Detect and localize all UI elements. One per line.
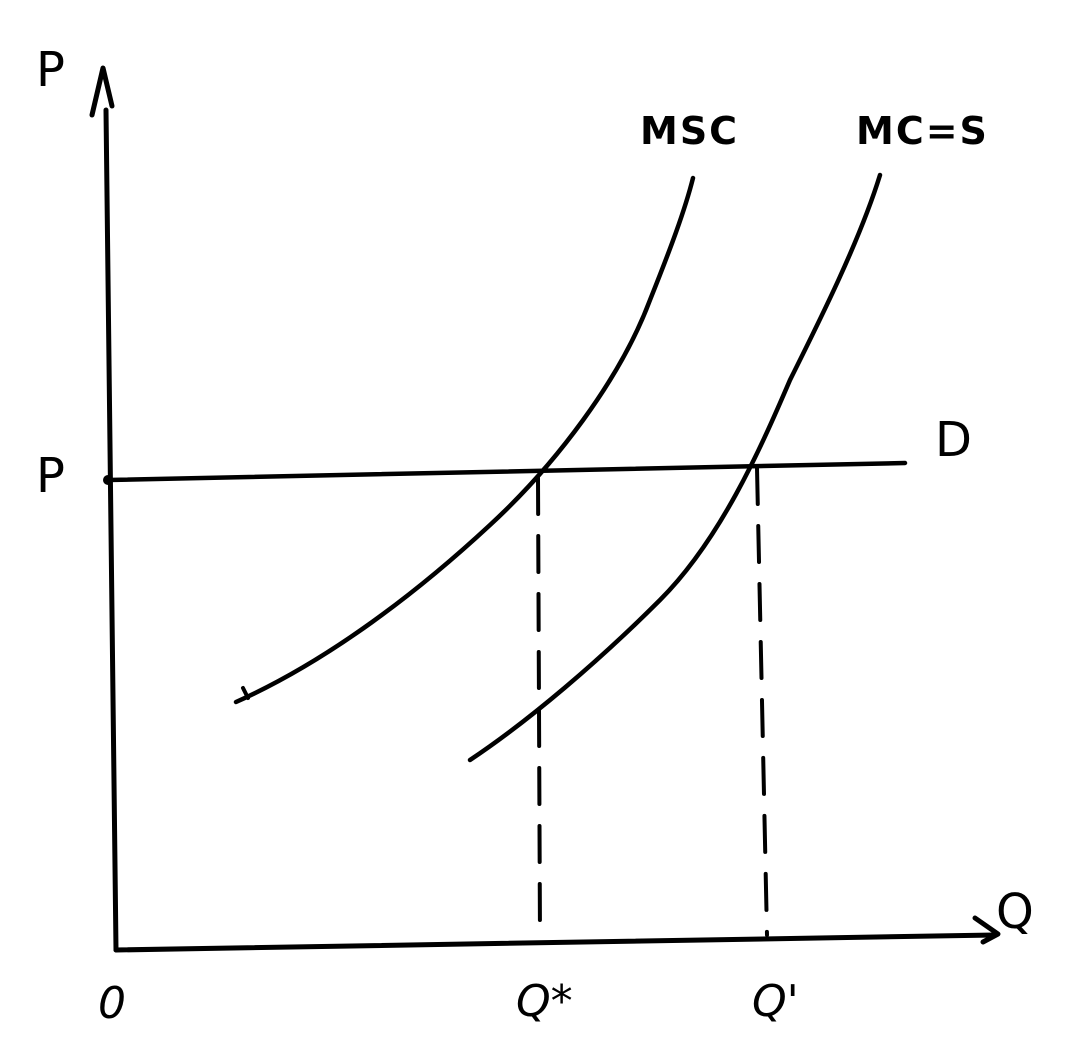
q-prime-label: Q' xyxy=(752,976,799,1027)
price-point xyxy=(103,475,113,485)
axes xyxy=(89,65,1001,953)
x-axis-arrowhead xyxy=(972,915,1001,945)
demand-label: D xyxy=(935,412,972,468)
demand-curve xyxy=(105,460,908,483)
supply-curve xyxy=(467,172,883,763)
x-axis xyxy=(113,932,998,953)
msc-curve xyxy=(233,175,696,705)
supply-label: MC=S xyxy=(856,109,989,153)
y-axis xyxy=(103,107,119,953)
origin-label: 0 xyxy=(98,978,126,1029)
x-axis-label: Q xyxy=(996,884,1034,940)
msc-label: MSC xyxy=(640,109,739,153)
q-star-label: Q* xyxy=(516,976,573,1027)
price-label: P xyxy=(36,448,65,504)
y-axis-label: P xyxy=(36,42,65,98)
dashed-line-q-prime xyxy=(755,466,769,937)
dashed-line-q-star xyxy=(536,476,542,942)
msc-curve-tick xyxy=(241,686,250,700)
y-axis-arrowhead xyxy=(89,65,115,118)
